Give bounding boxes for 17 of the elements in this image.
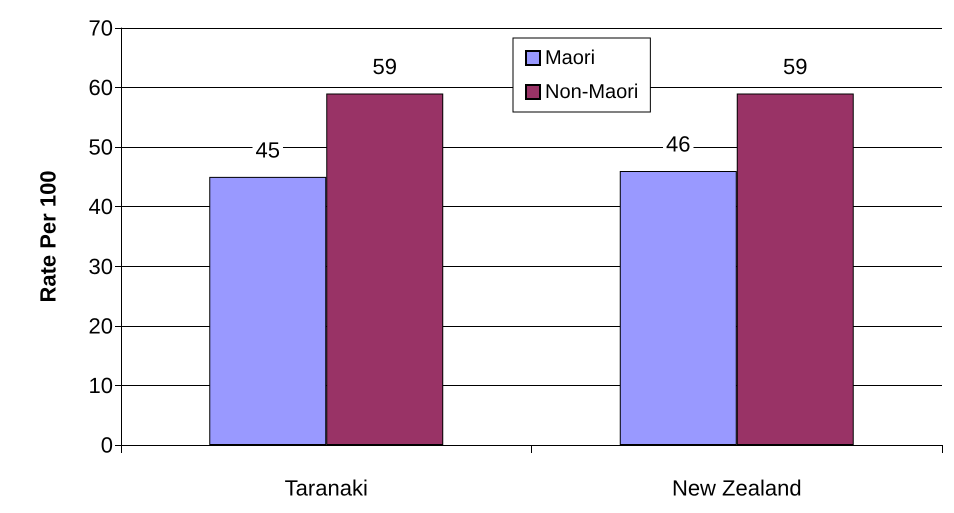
legend-label: Maori [545,47,596,69]
data-label: 59 [783,54,808,80]
y-tick-label: 20 [88,313,113,338]
y-tick-label: 50 [88,134,113,160]
data-label: 59 [372,54,397,80]
y-tick-label: 0 [100,432,113,458]
data-label: 46 [666,131,690,156]
y-tick-label: 10 [88,372,113,398]
y-axis-title: Rate Per 100 [36,170,60,303]
y-tick-label: 30 [88,254,113,279]
y-tick-label: 40 [88,194,113,220]
x-tick-label: Taranaki [284,476,368,500]
y-tick-label: 70 [88,16,113,40]
x-tick-label: New Zealand [672,476,802,500]
legend-label: Non-Maori [545,81,638,103]
y-tick-label: 60 [88,75,113,100]
data-label: 45 [256,137,280,162]
